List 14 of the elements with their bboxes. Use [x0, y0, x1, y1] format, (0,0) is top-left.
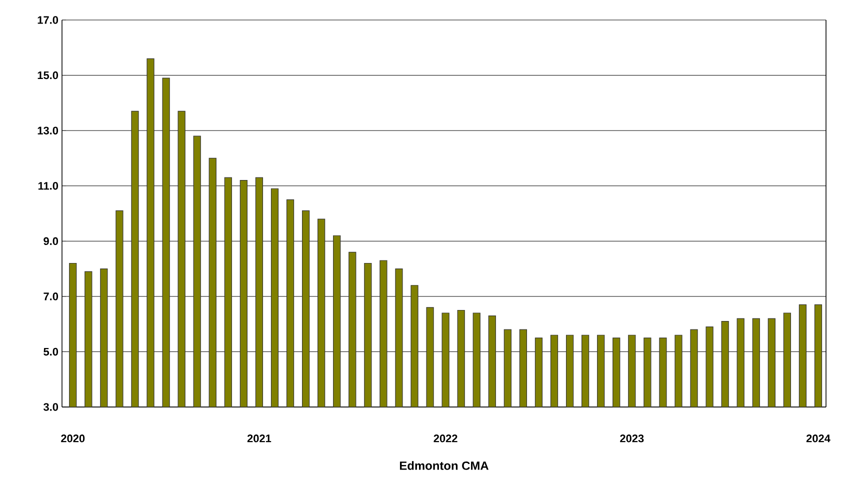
y-tick-label: 7.0	[44, 292, 58, 300]
x-tick-label: 2023	[620, 434, 644, 442]
y-tick-label: 15.0	[38, 71, 58, 80]
x-axis-title: Edmonton CMA	[400, 461, 489, 470]
x-tick-label: 2022	[434, 434, 458, 442]
y-tick-label: 9.0	[44, 237, 58, 246]
y-tick-label: 11.0	[38, 182, 58, 190]
y-tick-label: 17.0	[38, 16, 58, 24]
x-tick-label: 2021	[247, 434, 272, 442]
y-tick-label: 5.0	[44, 348, 58, 356]
y-tick-label: 3.0	[43, 403, 58, 411]
x-tick-label: 2020	[61, 434, 85, 442]
x-tick-label: 2024	[806, 434, 830, 442]
y-tick-label: 13.0	[38, 126, 58, 134]
